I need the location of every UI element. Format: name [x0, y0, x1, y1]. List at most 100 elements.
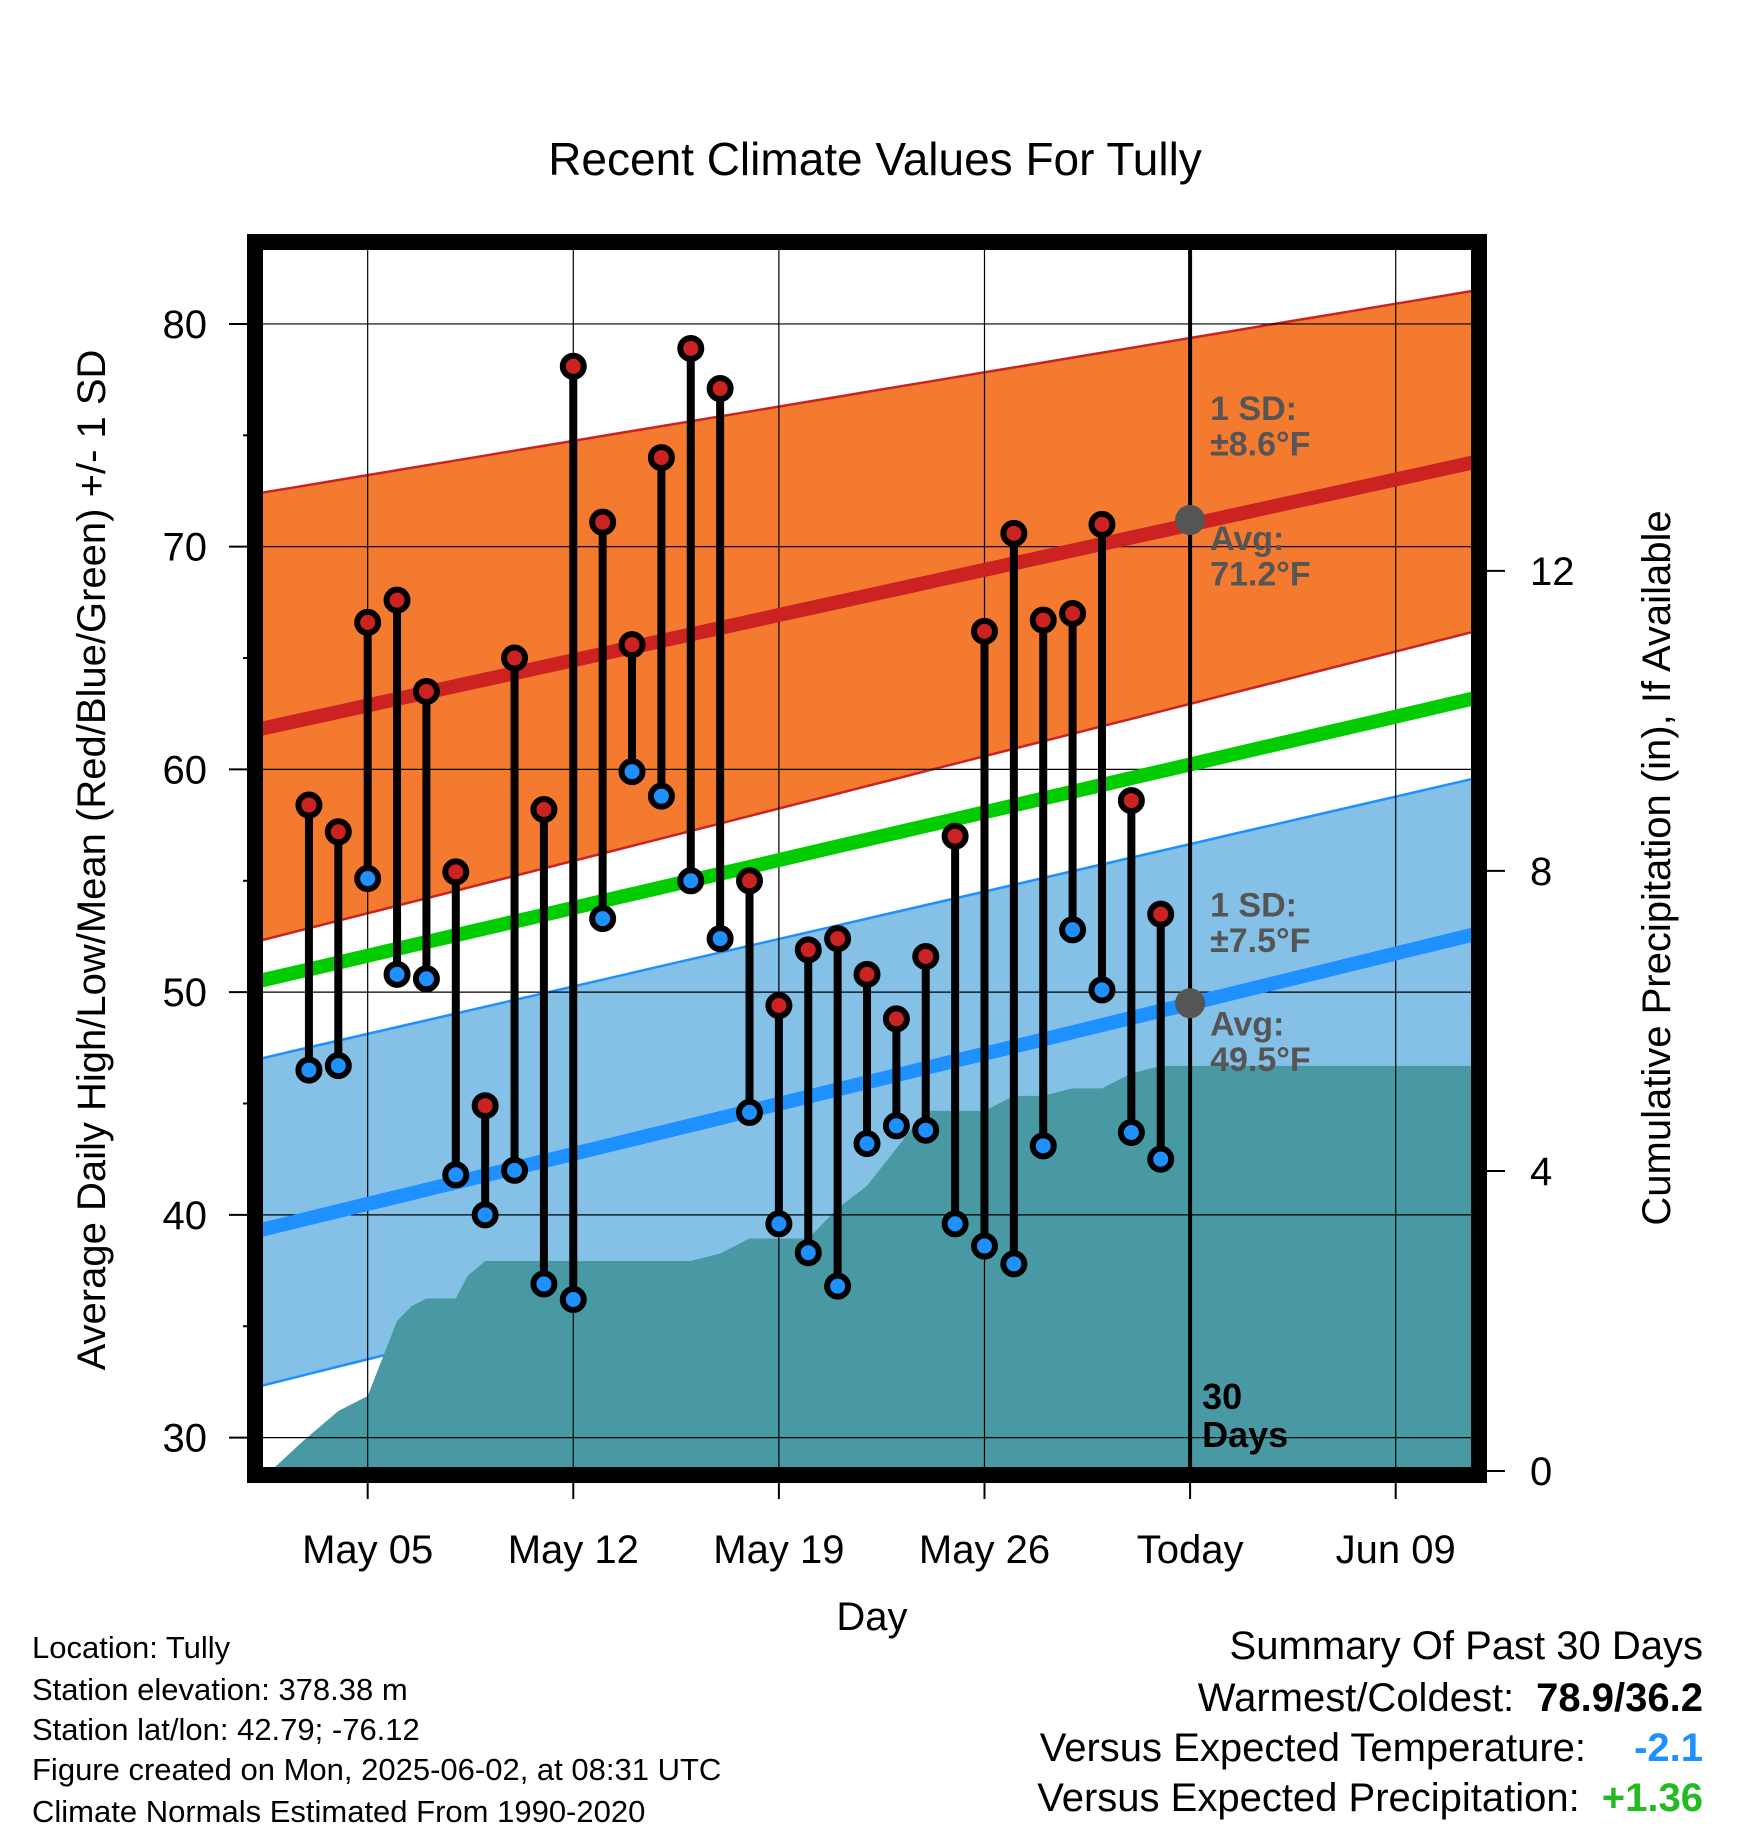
low-point — [1059, 916, 1087, 944]
low-avg-annotation-line: 49.5°F — [1210, 1041, 1311, 1079]
low-point — [941, 1210, 969, 1238]
high-point — [853, 960, 881, 988]
low-point — [442, 1161, 470, 1189]
days-annotation-line: 30 — [1202, 1376, 1242, 1417]
summary-precip: Versus Expected Precipitation: +1.36 — [1037, 1778, 1703, 1818]
high-point — [530, 796, 558, 823]
days-annotation: 30 Days — [1202, 1376, 1288, 1455]
precip-value: +1.36 — [1601, 1776, 1703, 1820]
high-sd-annotation: 1 SD: ±8.6°F — [1210, 390, 1310, 464]
high-point — [647, 444, 675, 472]
y-tick-label: 80 — [163, 303, 208, 347]
info-location: Location: Tully — [32, 1630, 231, 1665]
low-point — [1117, 1118, 1145, 1146]
high-point — [941, 822, 969, 850]
low-point — [383, 960, 411, 988]
low-sd-annotation-line: 1 SD: — [1210, 886, 1297, 924]
high-point — [1000, 519, 1028, 547]
low-point — [677, 867, 705, 895]
low-sd-annotation-line: ±7.5°F — [1210, 922, 1310, 960]
low-point — [501, 1156, 529, 1184]
high-point — [706, 375, 734, 403]
low-point — [295, 1056, 323, 1084]
info-created: Figure created on Mon, 2025-06-02, at 08… — [32, 1752, 722, 1787]
x-tick-label: Jun 09 — [1336, 1528, 1456, 1572]
y2-tick-label: 8 — [1530, 850, 1552, 894]
low-point — [324, 1052, 352, 1080]
x-tick-label: Today — [1137, 1528, 1244, 1572]
y-tick-label: 60 — [163, 748, 208, 792]
y-tick-label: 30 — [163, 1417, 208, 1461]
high-sd-band — [259, 290, 1475, 941]
low-point — [559, 1286, 587, 1313]
summary-temp: Versus Expected Temperature: -2.1 — [1040, 1728, 1703, 1768]
high-sd-annotation-line: 1 SD: — [1210, 390, 1297, 428]
high-point — [970, 617, 998, 645]
x-tick-label: May 12 — [508, 1528, 639, 1572]
high-point — [383, 586, 411, 614]
y-tick-label: 40 — [163, 1194, 208, 1238]
low-point — [471, 1201, 499, 1229]
high-point — [736, 867, 764, 895]
x-tick-label: May 26 — [919, 1528, 1050, 1572]
info-normals: Climate Normals Estimated From 1990-2020 — [32, 1794, 646, 1829]
high-point — [1059, 600, 1087, 627]
precip-label: Versus Expected Precipitation: — [1037, 1776, 1580, 1820]
high-point — [1147, 900, 1175, 928]
summary-title-text: Summary Of Past 30 Days — [1229, 1624, 1703, 1668]
low-sd-upper-line — [259, 777, 1475, 1061]
warm-cold-value: 78.9/36.2 — [1536, 1676, 1703, 1720]
high-point — [677, 334, 705, 362]
low-point — [882, 1112, 910, 1140]
low-point — [706, 925, 734, 953]
plot-frame — [247, 234, 1487, 1483]
high-point — [442, 858, 470, 886]
high-point — [471, 1092, 499, 1120]
high-point — [412, 677, 440, 705]
high-point — [1088, 510, 1116, 538]
low-point — [354, 865, 382, 893]
mean-average-line — [259, 691, 1475, 988]
low-point — [824, 1272, 852, 1300]
high-point — [1117, 787, 1145, 815]
low-avg-annotation-line: Avg: — [1210, 1005, 1284, 1043]
high-average-line — [259, 455, 1475, 737]
high-avg-annotation-line: 71.2°F — [1210, 556, 1311, 594]
high-point — [589, 508, 617, 536]
low-point — [1088, 976, 1116, 1004]
low-point — [736, 1098, 764, 1126]
low-point — [1147, 1145, 1175, 1173]
high-point — [912, 943, 940, 970]
y2-tick-label: 0 — [1530, 1450, 1552, 1494]
x-axis-label: Day — [836, 1595, 907, 1639]
y-tick-label: 50 — [163, 971, 208, 1015]
low-point — [412, 965, 440, 993]
high-avg-annotation: Avg: 71.2°F — [1210, 520, 1311, 594]
temp-label: Versus Expected Temperature: — [1039, 1726, 1586, 1770]
high-point — [618, 631, 646, 659]
high-point — [1029, 606, 1057, 634]
high-sd-lower-line — [259, 630, 1475, 943]
high-point — [882, 1005, 910, 1033]
temp-value: -2.1 — [1634, 1726, 1703, 1770]
y2-axis-label: Cumulative Precipitation (in), If Availa… — [1635, 510, 1679, 1225]
low-average-marker — [1175, 988, 1206, 1019]
high-point — [295, 791, 323, 819]
high-point — [794, 936, 822, 964]
x-tick-label: May 19 — [713, 1528, 844, 1572]
summary-title: Summary Of Past 30 Days — [1230, 1626, 1703, 1666]
low-point — [1000, 1250, 1028, 1278]
info-latlon: Station lat/lon: 42.79; -76.12 — [32, 1712, 420, 1747]
high-sd-annotation-line: ±8.6°F — [1210, 426, 1310, 464]
high-point — [824, 925, 852, 953]
low-point — [912, 1116, 940, 1144]
low-point — [794, 1239, 822, 1267]
y-axis-label: Average Daily High/Low/Mean (Red/Blue/Gr… — [70, 350, 114, 1371]
high-point — [324, 818, 352, 846]
chart-title: Recent Climate Values For Tully — [548, 133, 1202, 185]
high-point — [354, 608, 382, 636]
summary-warm-cold: Warmest/Coldest: 78.9/36.2 — [1198, 1678, 1703, 1718]
low-point — [618, 758, 646, 786]
